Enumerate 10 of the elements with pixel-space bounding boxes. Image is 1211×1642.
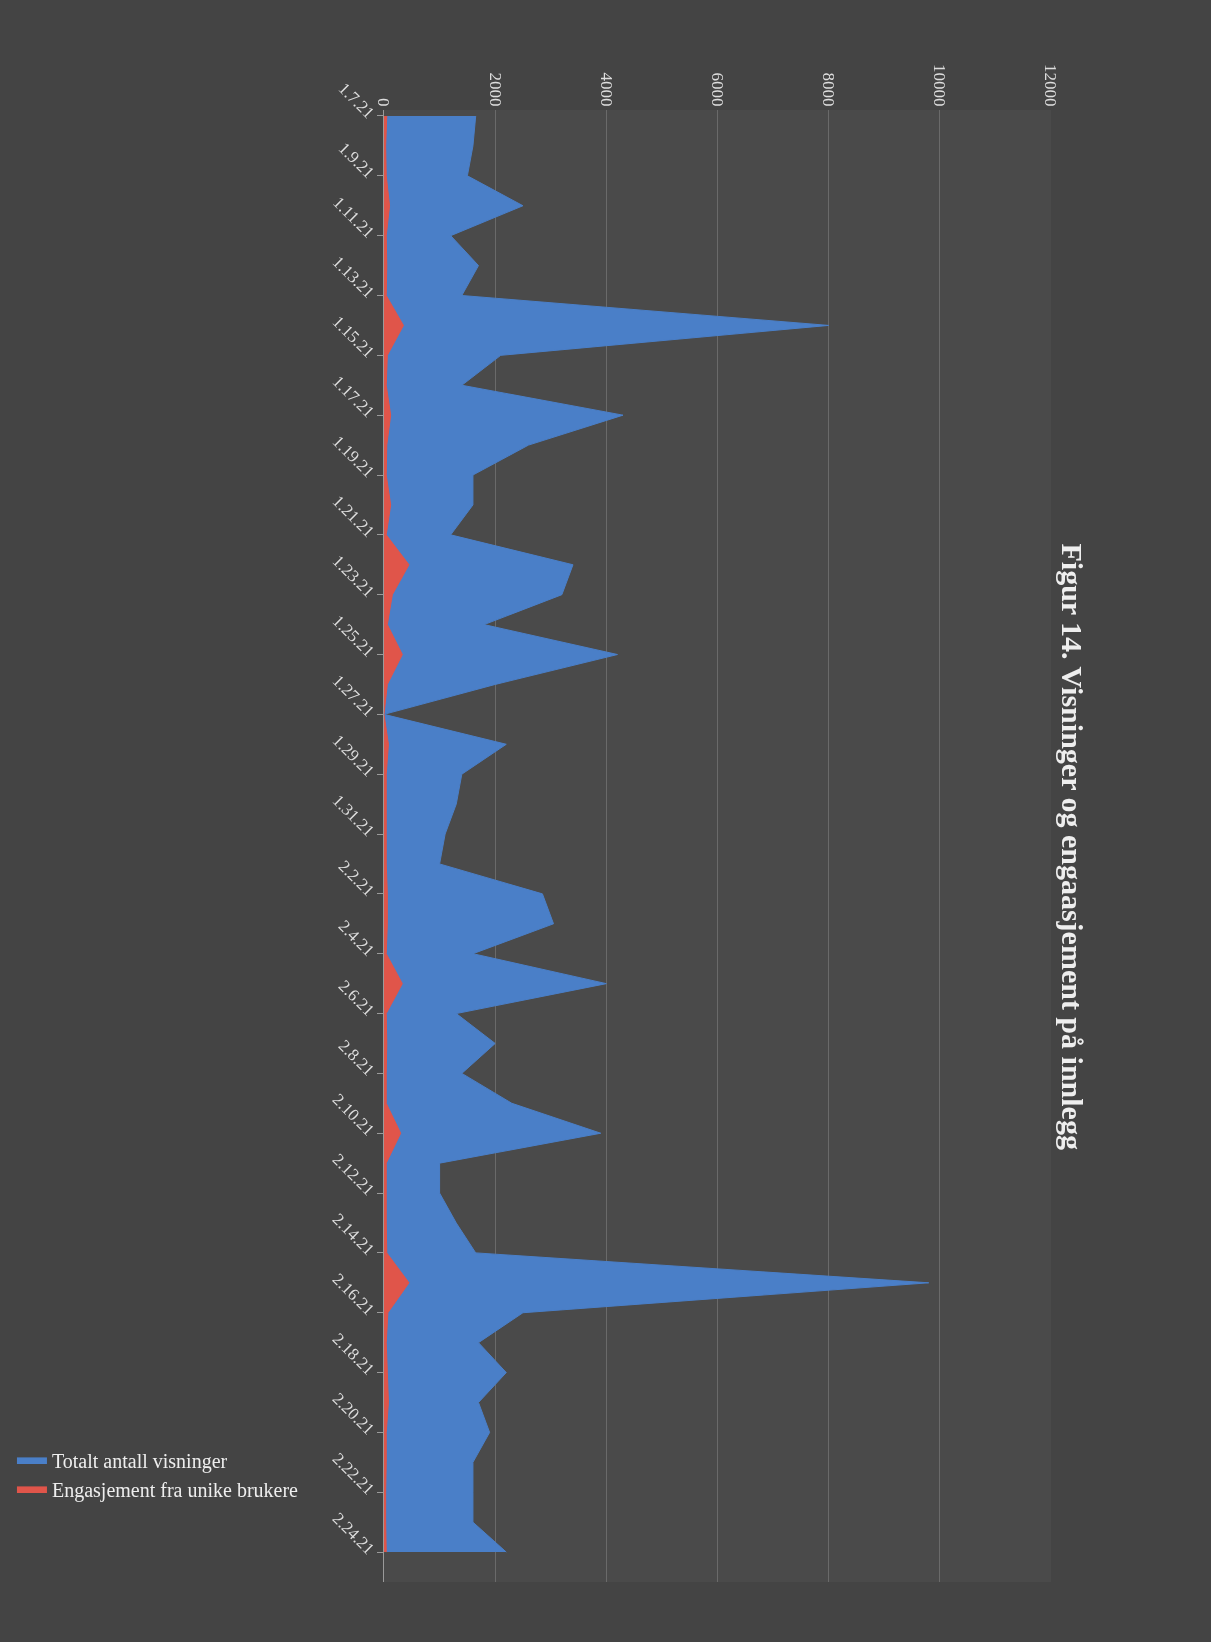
x-tick-label: 0 xyxy=(374,97,394,107)
x-tick-label: 12000 xyxy=(1041,63,1061,107)
legend-label: Engasjement fra unike brukere xyxy=(51,1478,299,1502)
x-tick-label: 10000 xyxy=(930,63,950,107)
x-tick-label: 8000 xyxy=(819,72,839,107)
x-tick-label: 4000 xyxy=(596,72,616,107)
x-tick-label: 2000 xyxy=(485,72,505,107)
legend-label: Totalt antall visninger xyxy=(51,1449,228,1473)
x-tick-label: 6000 xyxy=(707,72,727,107)
text: Figur 14. Visninger og engaasjement på innlegg xyxy=(1055,543,1089,1150)
